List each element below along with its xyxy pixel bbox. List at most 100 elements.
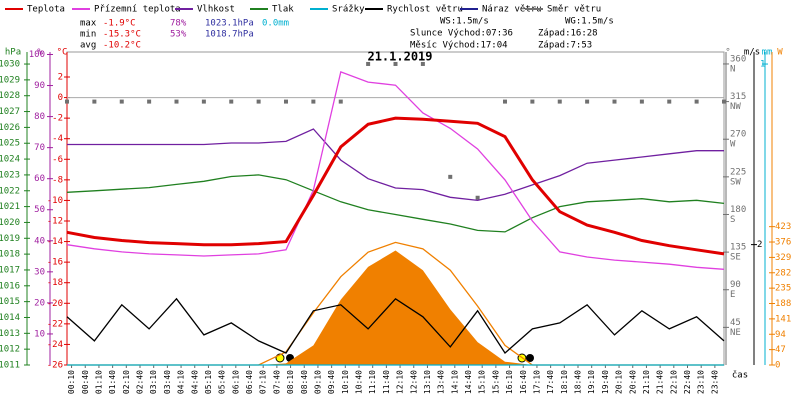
axis-unit: m/s	[744, 48, 760, 58]
stat-label: min	[80, 30, 96, 40]
y-tick-label: 1030	[0, 60, 20, 70]
x-tick-label: 16:10	[505, 370, 514, 394]
x-tick-label: 22:40	[683, 370, 692, 394]
y-tick-label: 20	[34, 298, 45, 308]
direction-dot	[694, 99, 699, 104]
compass-label: SW	[730, 177, 741, 187]
direction-dot	[284, 99, 288, 104]
x-tick-label: 17:40	[546, 370, 555, 394]
compass-label: SE	[730, 253, 741, 263]
direction-dot	[530, 99, 535, 104]
legend-label: Přízemní teplota	[94, 5, 181, 15]
direction-dot	[119, 99, 124, 104]
info-text: Západ:7:53	[538, 41, 592, 51]
direction-dot	[92, 99, 97, 104]
legend-label: Náraz větru	[482, 5, 542, 15]
direction-dot	[174, 99, 179, 104]
direction-dot	[338, 99, 343, 104]
legend-label: Teplota	[27, 5, 65, 15]
y-tick-label: 50	[34, 205, 45, 215]
y-tick-label: 180	[730, 205, 746, 215]
y-tick-label: 329	[775, 253, 791, 263]
y-tick-label: -14	[47, 237, 63, 247]
y-tick-label: 315	[730, 92, 746, 102]
x-tick-label: 13:40	[437, 370, 446, 394]
x-tick-label: 03:40	[163, 370, 172, 394]
x-tick-label: 19:40	[601, 370, 610, 394]
stat-value: 1018.7hPa	[205, 30, 254, 40]
legend-label: Tlak	[272, 5, 294, 15]
direction-dot	[65, 99, 69, 104]
direction-dot	[147, 99, 152, 104]
x-tick-label: 01:10	[94, 370, 103, 394]
y-tick-label: 1027	[0, 107, 20, 117]
direction-dot	[585, 99, 590, 104]
y-tick-label: 1013	[0, 329, 20, 339]
y-tick-label: -12	[47, 216, 63, 226]
stat-value: 78%	[170, 19, 187, 29]
y-tick-label: 376	[775, 238, 791, 248]
compass-label: W	[730, 140, 736, 150]
info-text: Západ:16:28	[538, 29, 598, 39]
direction-dot	[448, 174, 453, 179]
y-tick-label: 423	[775, 222, 791, 232]
y-tick-label: 1017	[0, 265, 20, 275]
axis-unit: %	[37, 48, 43, 58]
direction-dot	[256, 99, 261, 104]
y-tick-label: 90	[34, 81, 45, 91]
direction-dot	[393, 61, 398, 66]
y-tick-label: -8	[52, 175, 63, 185]
radiation-area	[67, 250, 724, 365]
y-tick-label: 1021	[0, 202, 20, 212]
y-tick-label: 90	[730, 280, 741, 290]
direction-dot	[420, 61, 425, 66]
x-tick-label: 23:10	[697, 370, 706, 394]
direction-dot	[557, 99, 562, 104]
axis-unit: °	[725, 48, 730, 58]
y-tick-label: 60	[34, 174, 45, 184]
x-tick-label: 06:40	[245, 370, 254, 394]
chart-title: 21.1.2019	[367, 50, 432, 64]
info-text: WG:1.5m/s	[565, 17, 614, 27]
x-tick-label: 21:40	[656, 370, 665, 394]
y-tick-label: -22	[47, 319, 63, 329]
y-tick-label: 1025	[0, 139, 20, 149]
y-tick-label: 45	[730, 318, 741, 328]
compass-label: E	[730, 290, 735, 300]
y-tick-label: 1028	[0, 91, 20, 101]
y-tick-label: 80	[34, 112, 45, 122]
stat-value: -15.3°C	[103, 30, 141, 40]
direction-dot	[503, 99, 507, 104]
axis-unit: čas	[732, 370, 748, 381]
direction-dot	[366, 61, 371, 66]
y-tick-label: 70	[34, 143, 45, 153]
series-line	[66, 116, 725, 256]
x-tick-label: 02:40	[136, 370, 145, 394]
x-tick-label: 05:10	[204, 370, 213, 394]
y-tick-label: 270	[730, 130, 746, 140]
x-tick-label: 11:10	[368, 370, 377, 394]
x-tick-label: 21:10	[642, 370, 651, 394]
y-tick-label: -4	[52, 134, 63, 144]
y-tick-label: 141	[775, 314, 791, 324]
y-tick-label: 282	[775, 268, 791, 278]
x-tick-label: 10:10	[341, 370, 350, 394]
y-tick-label: -2	[52, 114, 63, 124]
y-tick-label: 188	[775, 299, 791, 309]
y-tick-label: 360	[730, 54, 746, 64]
x-tick-label: 12:10	[396, 370, 405, 394]
y-tick-label: 1026	[0, 123, 20, 133]
x-tick-label: 16:40	[519, 370, 528, 394]
compass-label: N	[730, 64, 735, 74]
stat-value: -10.2°C	[103, 41, 141, 51]
axis-unit: W	[777, 48, 783, 58]
compass-label: S	[730, 215, 735, 225]
x-tick-label: 18:40	[574, 370, 583, 394]
x-tick-label: 09:10	[313, 370, 322, 394]
x-tick-label: 22:10	[669, 370, 678, 394]
x-tick-label: 01:40	[108, 370, 117, 394]
x-tick-label: 02:10	[122, 370, 131, 394]
x-tick-label: 08:40	[300, 370, 309, 394]
stat-label: avg	[80, 41, 96, 51]
y-tick-label: 1018	[0, 250, 20, 260]
